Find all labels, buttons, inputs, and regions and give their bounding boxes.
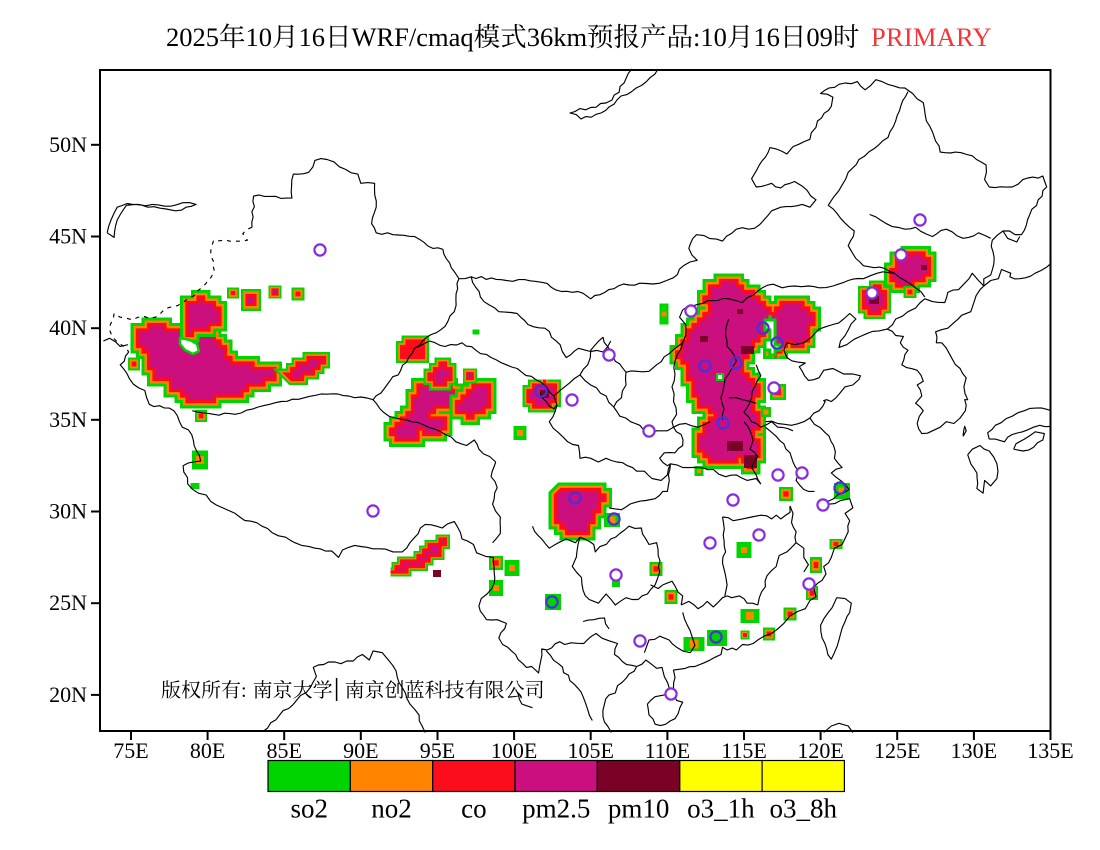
- svg-text:45N: 45N: [49, 224, 87, 249]
- svg-text:75E: 75E: [113, 738, 148, 763]
- svg-text:110E: 110E: [645, 738, 691, 763]
- svg-text:16: 16: [299, 22, 326, 52]
- svg-text:30N: 30N: [49, 499, 87, 524]
- svg-text:125E: 125E: [874, 738, 920, 763]
- svg-text:so2: so2: [290, 794, 328, 824]
- svg-text::: :: [693, 22, 700, 52]
- svg-text:2025: 2025: [166, 22, 219, 52]
- svg-text:pm2.5: pm2.5: [522, 794, 590, 824]
- svg-text:20N: 20N: [49, 682, 87, 707]
- svg-text:o3_8h: o3_8h: [770, 794, 838, 824]
- svg-text:25N: 25N: [49, 590, 87, 615]
- svg-text::: :: [241, 680, 247, 702]
- svg-text:pm10: pm10: [608, 794, 670, 824]
- svg-text:35N: 35N: [49, 407, 87, 432]
- svg-text:co: co: [461, 794, 486, 824]
- svg-text:135E: 135E: [1027, 738, 1073, 763]
- svg-text:85E: 85E: [266, 738, 301, 763]
- svg-text:90E: 90E: [343, 738, 378, 763]
- svg-text:10: 10: [700, 22, 727, 52]
- svg-text:105E: 105E: [567, 738, 613, 763]
- svg-text:10: 10: [246, 22, 273, 52]
- svg-text:50N: 50N: [49, 132, 87, 157]
- svg-text:09: 09: [806, 22, 833, 52]
- svg-text:16: 16: [753, 22, 780, 52]
- svg-text:no2: no2: [371, 794, 412, 824]
- svg-text:115E: 115E: [721, 738, 767, 763]
- svg-text:80E: 80E: [190, 738, 225, 763]
- svg-text:95E: 95E: [420, 738, 455, 763]
- svg-text:100E: 100E: [491, 738, 537, 763]
- svg-text:120E: 120E: [797, 738, 843, 763]
- svg-text:PRIMARY: PRIMARY: [871, 22, 992, 52]
- svg-text:40N: 40N: [49, 315, 87, 340]
- svg-text:o3_1h: o3_1h: [687, 794, 755, 824]
- svg-text:WRF/cmaq: WRF/cmaq: [352, 22, 474, 52]
- svg-text:36km: 36km: [527, 22, 588, 52]
- svg-text:130E: 130E: [951, 738, 997, 763]
